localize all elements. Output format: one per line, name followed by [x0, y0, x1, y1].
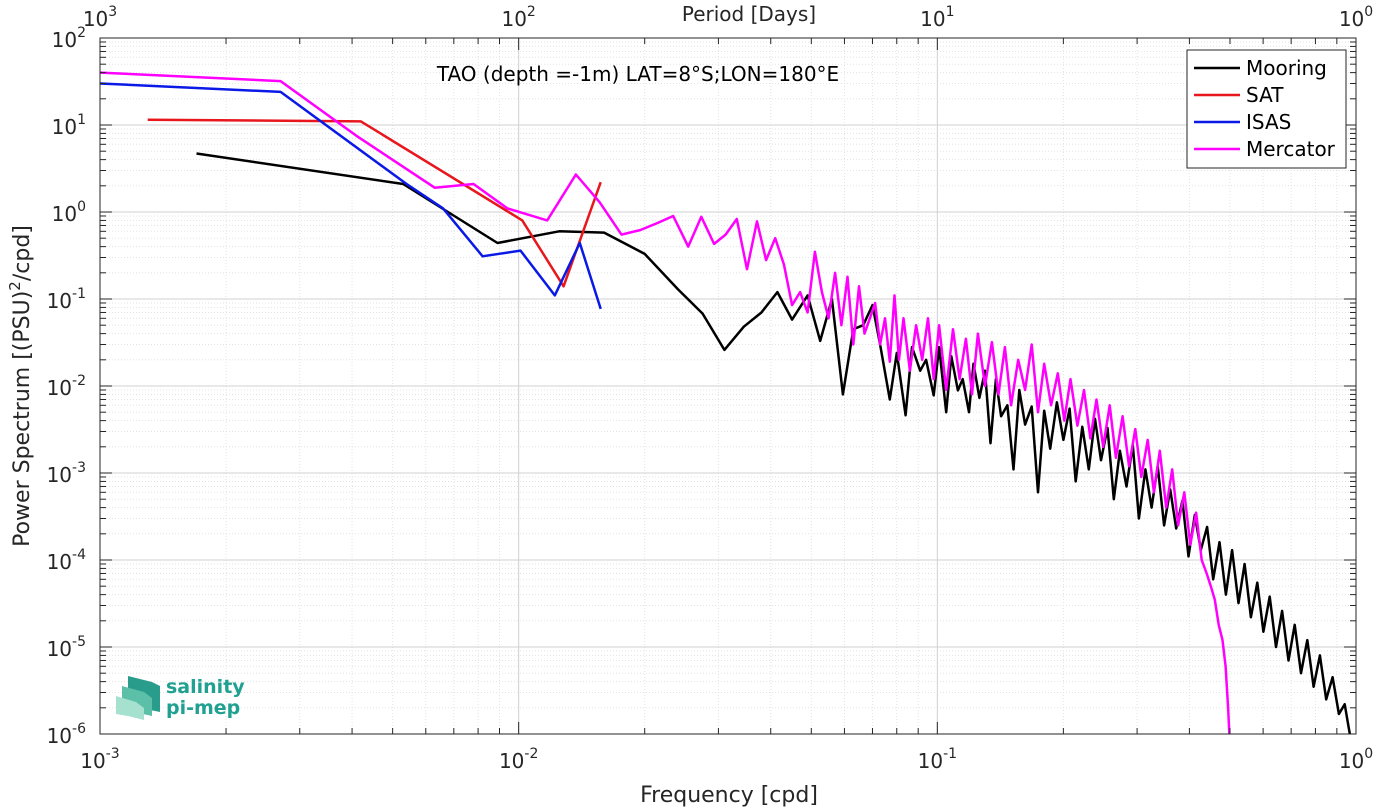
salinity-pi-mep-logo: salinity pi-mep [116, 676, 245, 720]
y-tick-label: 10-5 [47, 634, 86, 661]
minor-grid [100, 38, 1356, 734]
x-tick-label: 10-1 [918, 746, 957, 773]
logo-wave-front [116, 696, 144, 720]
series-line-mercator [100, 71, 1231, 734]
top-axis-label: Period [Days] [682, 2, 816, 26]
series-line-isas [100, 82, 602, 310]
logo-line1: salinity [166, 676, 245, 698]
legend-label-sat: SAT [1246, 83, 1284, 107]
y-tick-label: 10-3 [47, 460, 86, 487]
top-tick-label: 102 [501, 4, 535, 31]
series-line-mooring [196, 152, 1352, 734]
y-tick-label: 10-2 [47, 373, 86, 400]
legend-label-mercator: Mercator [1246, 137, 1336, 161]
chart-title: TAO (depth =-1m) LAT=8°S;LON=180°E [436, 62, 839, 86]
y-tick-label: 101 [52, 112, 86, 139]
legend-label-isas: ISAS [1246, 110, 1291, 134]
legend-label-mooring: Mooring [1246, 56, 1327, 80]
y-axis-label: Power Spectrum [(PSU)2/cpd] [6, 225, 35, 547]
tick-marks [99, 37, 1357, 735]
top-tick-label: 101 [920, 4, 954, 31]
logo-line2: pi-mep [166, 697, 240, 719]
x-tick-label: 10-3 [80, 746, 119, 773]
x-tick-label: 10-2 [499, 746, 538, 773]
x-tick-label: 100 [1339, 746, 1373, 773]
series-layer [100, 71, 1352, 734]
y-tick-label: 10-1 [47, 286, 86, 313]
x-axis-label: Frequency [cpd] [640, 783, 818, 808]
y-tick-label: 10-6 [47, 721, 87, 748]
top-tick-label: 103 [83, 4, 117, 31]
legend: Mooring SAT ISAS Mercator [1186, 49, 1347, 169]
top-tick-label: 100 [1339, 4, 1373, 31]
y-tick-label: 100 [52, 199, 86, 226]
y-tick-label: 10-4 [47, 547, 87, 574]
y-tick-label: 102 [52, 25, 86, 52]
